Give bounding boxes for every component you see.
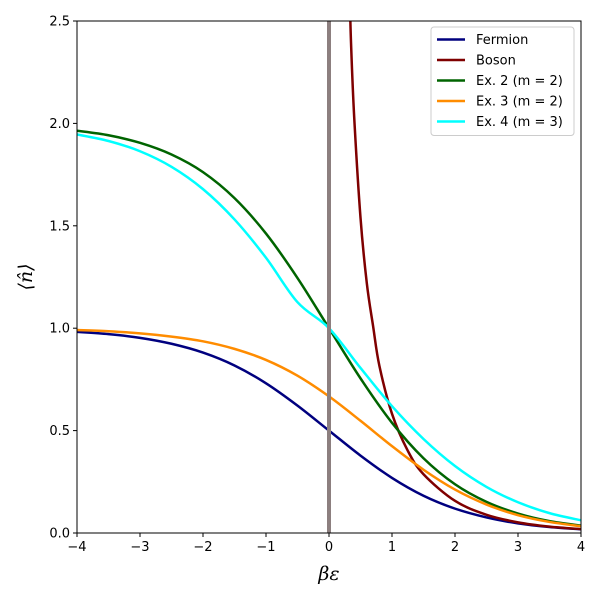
y-tick-label: 0.5	[49, 424, 70, 439]
x-tick-label: 3	[514, 540, 522, 555]
y-tick-label: 0.0	[49, 527, 70, 542]
x-tick-label: 1	[388, 540, 396, 555]
x-axis: −4 −3 −2 −1 0 1 2 3 4	[67, 533, 585, 555]
legend: Fermion Boson Ex. 2 (m = 2) Ex. 3 (m = 2) Ex…	[430, 26, 575, 136]
x-tick-label: −1	[256, 540, 275, 555]
legend-label: Boson	[476, 54, 516, 69]
x-tick-label: 4	[577, 540, 585, 555]
y-tick-label: 2.0	[49, 117, 70, 132]
x-axis-label: βε	[317, 563, 339, 585]
y-tick-label: 1.0	[49, 322, 70, 337]
legend-label: Ex. 4 (m = 3)	[476, 115, 563, 130]
legend-label: Ex. 2 (m = 2)	[476, 74, 563, 89]
y-axis: 0.0 0.5 1.0 1.5 2.0 2.5	[49, 15, 77, 542]
y-tick-label: 1.5	[49, 219, 70, 234]
legend-label: Fermion	[476, 33, 528, 48]
x-tick-label: −3	[130, 540, 149, 555]
series-layer	[77, 21, 581, 533]
series-line-2	[349, 21, 581, 531]
legend-label: Ex. 3 (m = 2)	[476, 95, 563, 110]
x-tick-label: −2	[193, 540, 212, 555]
y-tick-label: 2.5	[49, 15, 70, 30]
y-axis-label: ⟨n̂⟩	[15, 263, 37, 290]
x-tick-label: 2	[451, 540, 459, 555]
x-tick-label: −4	[67, 540, 86, 555]
x-tick-label: 0	[325, 540, 333, 555]
legend-box	[430, 26, 575, 136]
